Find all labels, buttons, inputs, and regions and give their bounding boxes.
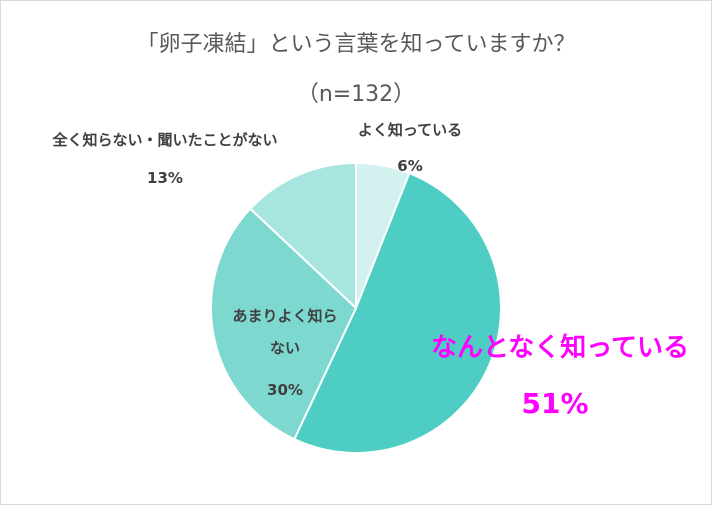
value-label: 30% — [267, 381, 303, 399]
chart-title: 「卵子凍結」という言葉を知っていますか？ — [136, 32, 576, 57]
pie-slice — [292, 171, 502, 454]
value-label: 51% — [521, 387, 589, 420]
slice-label: 全く知らない・聞いたことがない — [52, 131, 278, 149]
pie-slice — [248, 161, 357, 311]
slice-label: あまりよく知らない — [232, 307, 338, 357]
pie-slice — [210, 207, 358, 441]
value-label: 13% — [147, 169, 183, 187]
slice-label: よく知っている — [357, 121, 463, 139]
chart-subtitle: （n=132） — [296, 82, 416, 107]
value-label: 6% — [397, 157, 423, 175]
slice-label: なんとなく知っている — [431, 333, 689, 363]
